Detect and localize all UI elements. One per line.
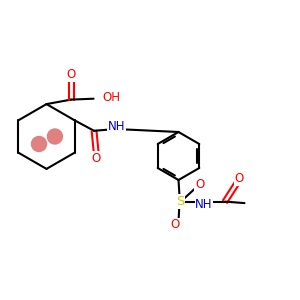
Text: O: O — [235, 172, 244, 185]
Text: NH: NH — [108, 120, 125, 134]
Circle shape — [32, 136, 46, 152]
Text: S: S — [176, 195, 184, 208]
Text: O: O — [67, 68, 76, 81]
Text: O: O — [195, 178, 204, 191]
Text: O: O — [170, 218, 179, 232]
Circle shape — [47, 129, 62, 144]
Text: NH: NH — [195, 197, 213, 211]
Text: O: O — [92, 152, 101, 165]
Text: OH: OH — [102, 91, 120, 104]
